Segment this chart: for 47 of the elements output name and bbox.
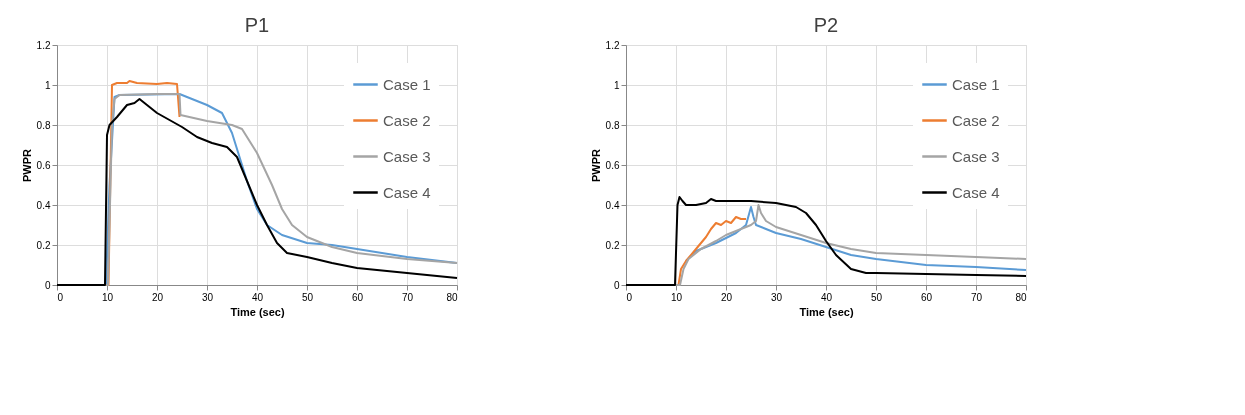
x-tick-label: 80 <box>446 291 458 303</box>
y-tick-label: 1 <box>613 79 620 91</box>
legend-label: Case 2 <box>383 111 431 129</box>
x-tick-label: 10 <box>670 291 683 303</box>
chart-title: P1 <box>244 14 270 36</box>
y-tick-label: 0.8 <box>36 119 51 131</box>
x-tick-label: 0 <box>57 291 64 303</box>
x-tick-label: 80 <box>1015 291 1027 303</box>
y-tick-label: 0 <box>44 279 51 291</box>
y-tick-label: 0.2 <box>36 239 51 251</box>
x-tick-label: 10 <box>101 291 114 303</box>
legend-label: Case 3 <box>952 147 1000 165</box>
x-tick-label: 40 <box>251 291 264 303</box>
y-tick-label: 0.6 <box>36 159 51 171</box>
legend-label: Case 4 <box>952 183 1000 201</box>
x-tick-label: 70 <box>970 291 983 303</box>
x-tick-label: 0 <box>626 291 633 303</box>
y-tick-label: 1.2 <box>605 39 620 51</box>
y-tick-label: 0.8 <box>605 119 620 131</box>
x-tick-label: 20 <box>151 291 164 303</box>
y-tick-label: 0.6 <box>605 159 620 171</box>
y-tick-label: 0.2 <box>605 239 620 251</box>
y-tick-label: 0.4 <box>605 199 620 211</box>
line-series <box>677 216 747 286</box>
legend-label: Case 1 <box>383 75 431 93</box>
x-tick-label: 30 <box>770 291 783 303</box>
y-tick-label: 0.4 <box>36 199 51 211</box>
x-tick-label: 40 <box>820 291 833 303</box>
x-axis-title: Time (sec) <box>230 305 285 318</box>
x-tick-label: 30 <box>201 291 214 303</box>
y-tick-label: 0 <box>613 279 620 291</box>
legend-label: Case 1 <box>952 75 1000 93</box>
x-tick-label: 50 <box>301 291 314 303</box>
y-axis-title: PWPR <box>20 148 33 182</box>
y-tick-label: 1 <box>44 79 51 91</box>
x-tick-label: 70 <box>401 291 414 303</box>
x-axis-title: Time (sec) <box>799 305 854 318</box>
x-tick-label: 20 <box>720 291 733 303</box>
x-tick-label: 60 <box>351 291 364 303</box>
y-tick-label: 1.2 <box>36 39 51 51</box>
x-tick-label: 50 <box>870 291 883 303</box>
legend-label: Case 2 <box>952 111 1000 129</box>
chart-title: P2 <box>813 14 839 36</box>
legend-label: Case 3 <box>383 147 431 165</box>
x-tick-label: 60 <box>920 291 933 303</box>
legend-label: Case 4 <box>383 183 431 201</box>
y-axis-title: PWPR <box>589 148 602 182</box>
